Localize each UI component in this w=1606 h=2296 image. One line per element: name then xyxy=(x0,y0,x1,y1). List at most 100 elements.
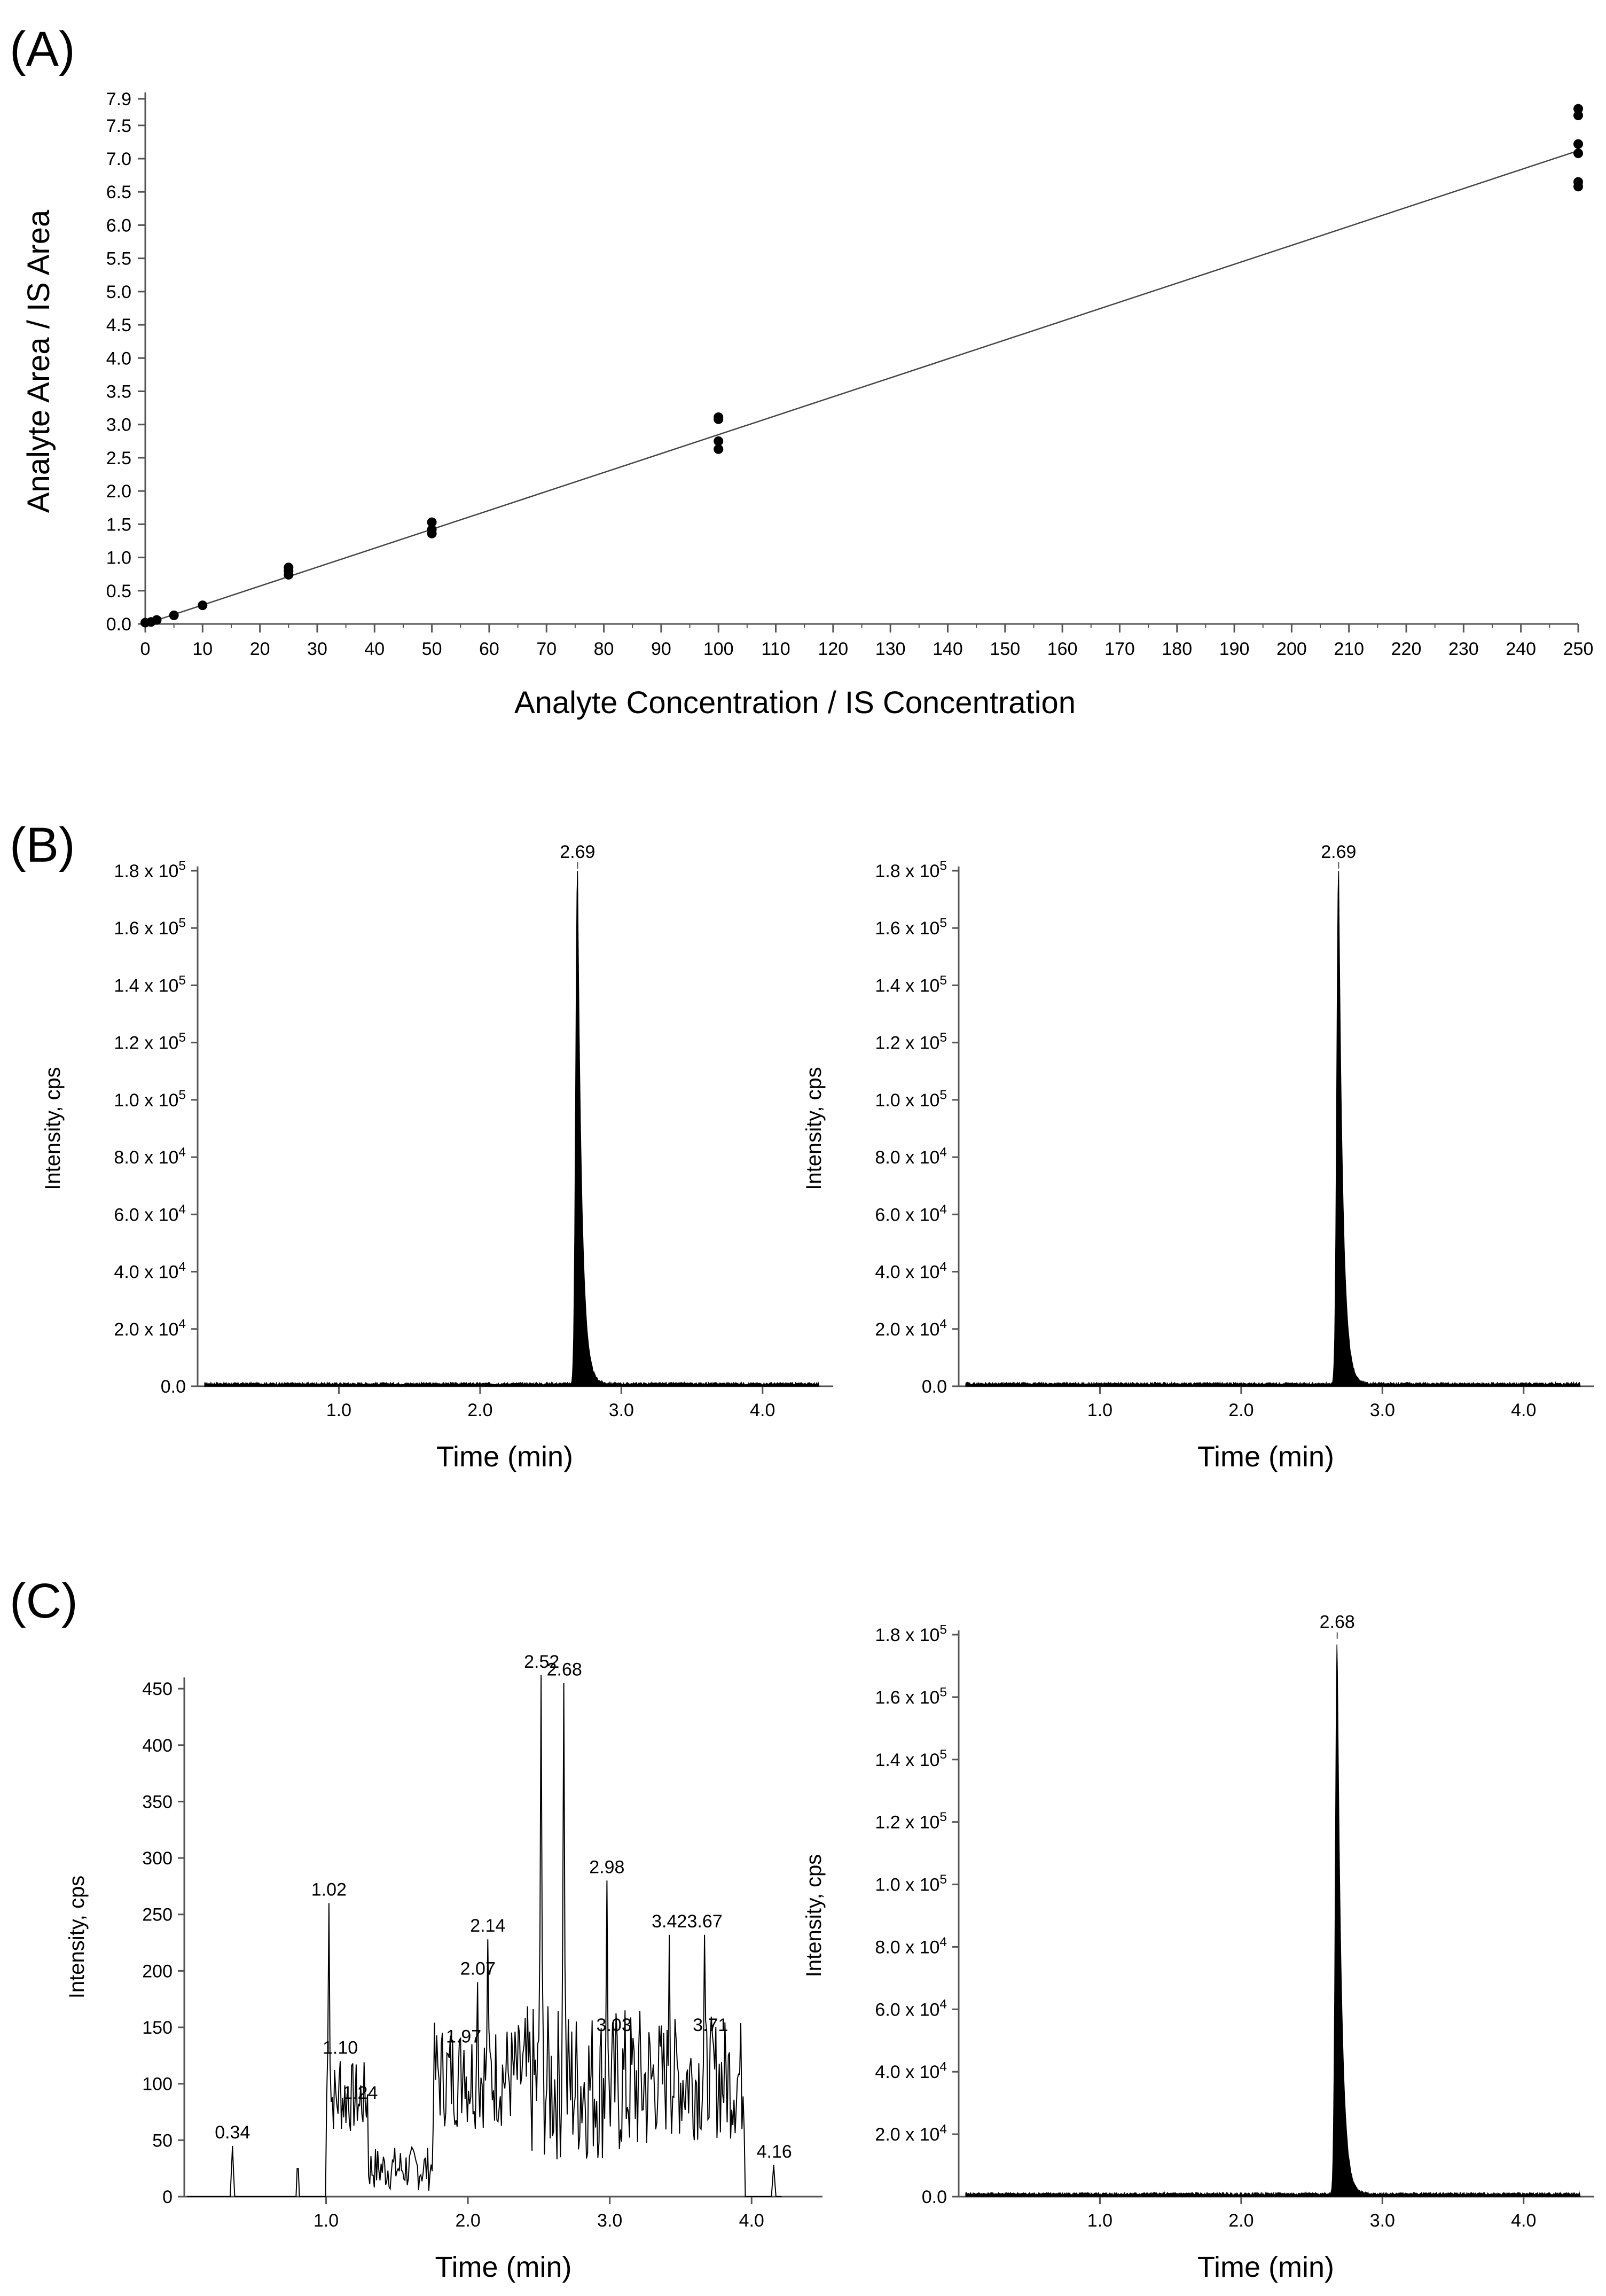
peak-label: 3.42 xyxy=(652,1911,687,1932)
y-tick-label: 1.4 x 105 xyxy=(114,973,186,996)
x-tick-label: 140 xyxy=(933,639,963,659)
x-tick-label: 210 xyxy=(1334,639,1364,659)
y-tick-label: 2.0 x 104 xyxy=(114,1317,186,1340)
x-tick-label: 3.0 xyxy=(1370,1400,1395,1420)
y-tick-label: 1.8 x 105 xyxy=(114,858,186,881)
y-tick-label: 1.0 x 105 xyxy=(875,1872,947,1895)
chromatogram-trace xyxy=(187,1675,782,2197)
data-point xyxy=(284,563,294,573)
data-point xyxy=(427,517,437,527)
y-tick-label: 0 xyxy=(162,2187,173,2207)
y-tick-label: 6.0 xyxy=(106,215,131,236)
data-point xyxy=(1573,104,1583,114)
y-tick-label: 3.0 xyxy=(106,415,131,435)
y-tick-label: 0.0 xyxy=(922,2187,947,2207)
y-tick-label: 7.0 xyxy=(106,149,131,169)
y-tick-label: 250 xyxy=(142,1905,173,1925)
y-tick-label: 4.0 xyxy=(106,348,131,369)
x-tick-label: 220 xyxy=(1391,639,1422,659)
peak-label: 1.10 xyxy=(323,2037,358,2058)
fit-line xyxy=(145,150,1579,625)
panel-label-a: (A) xyxy=(10,22,75,76)
x-tick-label: 20 xyxy=(250,639,270,659)
y-tick-label: 1.2 x 105 xyxy=(875,1810,947,1833)
y-tick-label: 6.0 x 104 xyxy=(875,1997,947,2020)
x-tick-label: 60 xyxy=(479,639,499,659)
x-tick-label: 50 xyxy=(422,639,442,659)
y-tick-label: 1.5 xyxy=(106,514,131,535)
y-tick-label: 450 xyxy=(142,1679,173,1699)
x-axis-title: Time (min) xyxy=(1197,2251,1334,2283)
y-tick-label: 7.9 xyxy=(106,89,131,110)
peak-label: 2.98 xyxy=(589,1857,624,1877)
chart-b-left-chromatogram: 0.0 2.0 x 104 4.0 x 104 6.0 x 104 8.0 x 104 1… xyxy=(41,842,833,1473)
peak-label: 2.68 xyxy=(1320,1612,1355,1633)
y-tick-label: 1.4 x 105 xyxy=(875,973,947,996)
x-axis-title: Analyte Concentration / IS Concentration xyxy=(514,685,1076,720)
y-tick-label: 0.0 xyxy=(922,1377,947,1397)
y-tick-label: 2.5 xyxy=(106,448,131,468)
y-tick-label: 4.0 x 104 xyxy=(875,1260,947,1283)
x-tick-label: 30 xyxy=(307,639,327,659)
y-tick-label: 0.0 xyxy=(106,614,131,635)
peak-label: 1.97 xyxy=(446,2026,481,2047)
panel-label-c: (C) xyxy=(10,1574,78,1628)
y-tick-label: 150 xyxy=(142,2018,173,2038)
data-point xyxy=(1573,177,1583,187)
x-tick-label: 4.0 xyxy=(739,2211,764,2231)
peak-label: 3.67 xyxy=(687,1911,722,1932)
y-tick-label: 0.0 xyxy=(161,1377,186,1397)
peak-label: 4.16 xyxy=(757,2142,792,2162)
x-axis-title: Time (min) xyxy=(435,2251,572,2283)
y-axis-title: Analyte Area / IS Area xyxy=(21,209,56,513)
peak-label: 2.68 xyxy=(547,1660,582,1680)
y-tick-label: 100 xyxy=(142,2074,173,2095)
x-tick-label: 2.0 xyxy=(1228,1400,1254,1420)
y-axis-title: Intensity, cps xyxy=(41,1067,65,1190)
x-tick-label: 240 xyxy=(1506,639,1536,659)
y-tick-label: 6.5 xyxy=(106,182,131,202)
peak-label: 1.24 xyxy=(342,2083,378,2103)
x-axis-title: Time (min) xyxy=(1197,1441,1334,1473)
x-axis-title: Time (min) xyxy=(436,1441,573,1473)
y-tick-label: 2.0 x 104 xyxy=(875,2122,947,2145)
y-axis-title: Intensity, cps xyxy=(802,1067,826,1190)
y-tick-label: 4.5 xyxy=(106,315,131,335)
data-point xyxy=(169,610,179,620)
y-tick-label: 1.6 x 105 xyxy=(875,1685,947,1708)
peak-label: 2.52 xyxy=(524,1652,559,1672)
x-tick-label: 180 xyxy=(1162,639,1192,659)
x-tick-label: 190 xyxy=(1219,639,1250,659)
x-tick-label: 4.0 xyxy=(1511,1400,1536,1420)
y-tick-label: 1.0 x 105 xyxy=(875,1088,947,1111)
peak-label: 2.07 xyxy=(460,1959,496,1979)
y-tick-label: 4.0 x 104 xyxy=(875,2060,947,2083)
y-tick-label: 3.5 xyxy=(106,381,131,402)
x-tick-label: 1.0 xyxy=(314,2211,339,2231)
x-tick-label: 70 xyxy=(536,639,557,659)
x-tick-label: 80 xyxy=(594,639,614,659)
x-tick-label: 110 xyxy=(761,639,790,659)
x-tick-label: 10 xyxy=(192,639,213,659)
x-tick-label: 40 xyxy=(364,639,385,659)
peak-label: 2.14 xyxy=(470,1916,505,1936)
x-tick-label: 100 xyxy=(703,639,734,659)
y-tick-label: 200 xyxy=(142,1961,173,1981)
chromatogram-trace xyxy=(965,870,1581,1387)
y-tick-label: 1.2 x 105 xyxy=(114,1030,186,1053)
x-tick-label: 1.0 xyxy=(1087,1400,1113,1420)
y-tick-label: 1.8 x 105 xyxy=(875,1622,947,1645)
x-tick-label: 160 xyxy=(1047,639,1078,659)
y-tick-label: 8.0 x 104 xyxy=(875,1935,947,1958)
x-tick-label: 230 xyxy=(1448,639,1479,659)
x-tick-label: 250 xyxy=(1563,639,1594,659)
y-tick-label: 5.0 xyxy=(106,282,131,302)
y-tick-label: 7.5 xyxy=(106,116,131,136)
x-tick-label: 4.0 xyxy=(1511,2211,1536,2231)
y-tick-label: 4.0 x 104 xyxy=(114,1260,186,1283)
x-tick-label: 2.0 xyxy=(467,1400,492,1420)
y-tick-label: 300 xyxy=(142,1848,173,1869)
y-tick-label: 6.0 x 104 xyxy=(875,1202,947,1225)
chart-a-calibration-curve: 0.0 0.5 1.0 1.5 2.0 2.5 3.0 3.5 4.0 4.5 5.0 5.5 6.0 6… xyxy=(21,89,1593,720)
